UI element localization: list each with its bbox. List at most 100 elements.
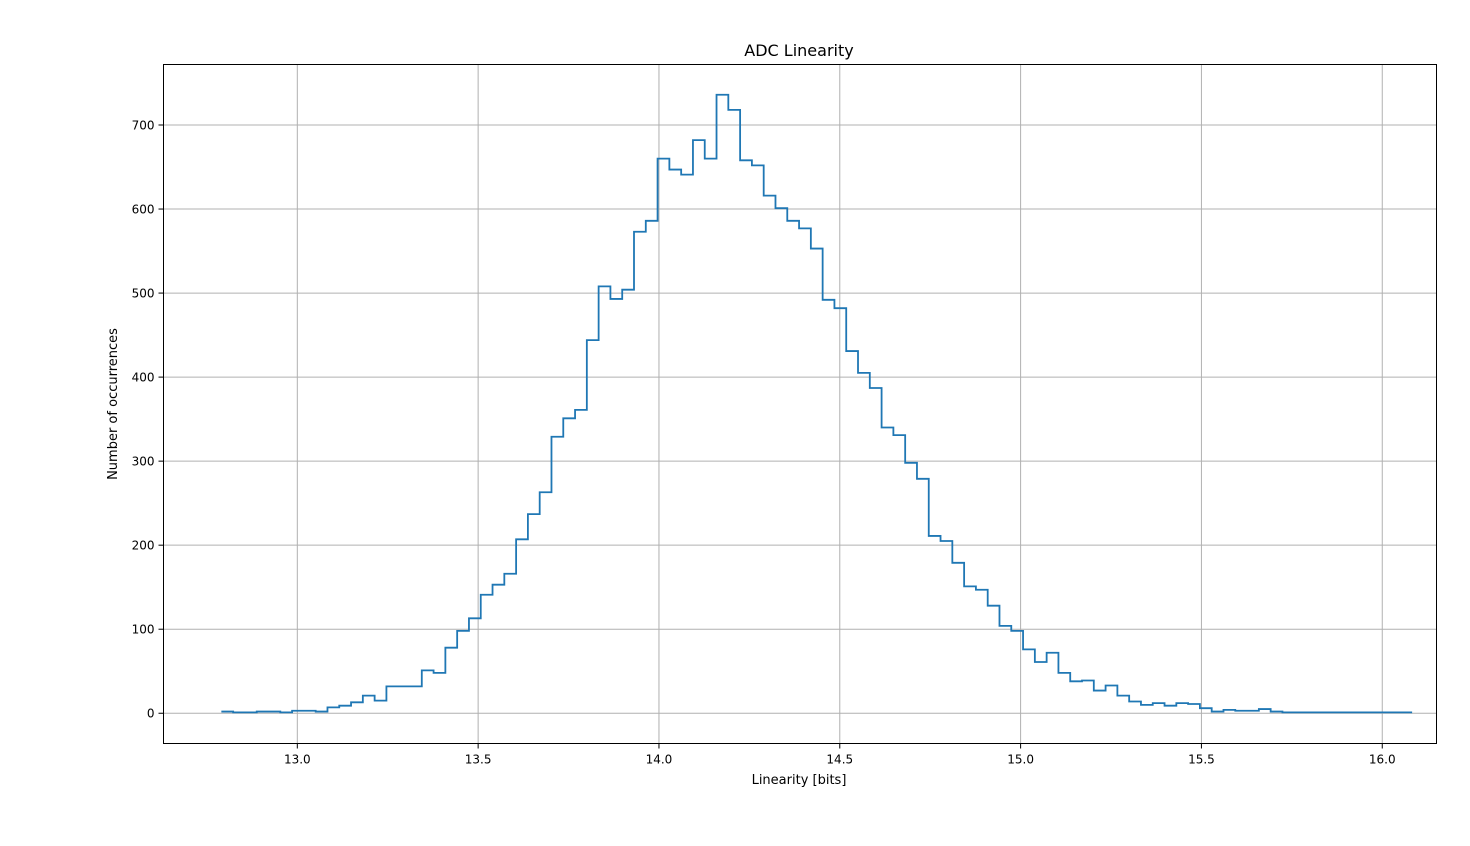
x-tick-label: 13.0: [284, 753, 311, 767]
y-tick-label: 200: [132, 539, 155, 553]
histogram-bin: [386, 686, 398, 713]
histogram-bin: [964, 586, 976, 713]
histogram-bin: [1377, 712, 1389, 713]
histogram-bin: [316, 712, 328, 714]
histogram-bin: [988, 606, 1000, 714]
x-tick-label: 14.0: [646, 753, 673, 767]
plot-frame: [163, 64, 1437, 744]
histogram-bin: [493, 585, 505, 714]
y-tick-label: 300: [132, 455, 155, 469]
y-tick-label: 600: [132, 203, 155, 217]
y-tick-label: 0: [147, 707, 155, 721]
histogram-bin: [327, 707, 339, 713]
y-tick-label: 500: [132, 287, 155, 301]
histogram-bin: [693, 140, 705, 713]
histogram-bin: [669, 170, 681, 714]
histogram-bin: [245, 712, 257, 713]
histogram-bin: [434, 673, 446, 713]
histogram-bin: [646, 221, 658, 713]
histogram-bin: [1318, 712, 1330, 713]
histogram-bin: [257, 712, 269, 714]
histogram-bin: [1070, 681, 1082, 713]
histogram-bin: [599, 286, 611, 713]
histogram-bin: [799, 228, 811, 713]
histogram-bin: [728, 110, 740, 713]
histogram-bin: [1223, 710, 1235, 713]
histogram-bin: [1082, 680, 1094, 713]
histogram-bin: [1259, 709, 1271, 713]
histogram-bin: [410, 686, 422, 713]
histogram-bin: [363, 696, 375, 714]
histogram-bin: [339, 706, 351, 714]
histogram-bin: [563, 418, 575, 713]
histogram-bin: [905, 463, 917, 713]
histogram-bin: [834, 308, 846, 713]
histogram-bin: [610, 299, 622, 713]
histogram-bin: [551, 437, 563, 713]
histogram-bin: [375, 701, 387, 714]
histogram-bin: [1094, 691, 1106, 714]
histogram-bin: [1200, 708, 1212, 713]
histogram-bin: [1165, 706, 1177, 714]
histogram-bin: [1365, 712, 1377, 713]
histogram-bin: [1141, 705, 1153, 713]
histogram-bin: [398, 686, 410, 713]
histogram-bin: [634, 232, 646, 714]
x-axis-label: Linearity [bits]: [752, 773, 847, 788]
grid-lines: [163, 64, 1437, 744]
histogram-bin: [717, 95, 729, 713]
histogram-bin: [823, 300, 835, 713]
x-tick-label: 15.5: [1188, 753, 1215, 767]
histogram-bin: [929, 536, 941, 713]
histogram-bin: [269, 712, 281, 714]
histogram-bin: [1341, 712, 1353, 713]
histogram-bin: [1011, 631, 1023, 713]
histogram-bin: [952, 563, 964, 713]
histogram-bin: [1153, 703, 1165, 713]
histogram-bin: [999, 626, 1011, 713]
histogram-bin: [304, 711, 316, 714]
histogram-bin: [917, 479, 929, 713]
histogram-bin: [976, 590, 988, 714]
histogram-bin: [1188, 704, 1200, 713]
histogram-bin: [752, 165, 764, 713]
histogram-bin: [705, 159, 717, 714]
histogram-bin: [481, 595, 493, 713]
y-tick-label: 400: [132, 371, 155, 385]
histogram-bin: [681, 175, 693, 714]
histogram-bin: [221, 712, 233, 714]
y-axis-label: Number of occurrences: [106, 328, 121, 480]
histogram-bin: [1023, 649, 1035, 713]
histogram-bin: [1106, 686, 1118, 714]
histogram-bin: [292, 711, 304, 714]
histogram-bin: [1035, 662, 1047, 713]
histogram-bin: [1271, 712, 1283, 714]
histogram-bin: [457, 631, 469, 713]
histogram-bin: [1330, 712, 1342, 713]
y-axis: 0 100 200 300 400 500 600 700: [132, 119, 164, 721]
x-axis: 13.0 13.5 14.0 14.5 15.0 15.5 16.0: [284, 743, 1396, 767]
histogram-bin: [469, 618, 481, 713]
histogram-bin: [1306, 712, 1318, 713]
histogram-bin: [846, 351, 858, 713]
histogram-bin: [658, 159, 670, 714]
y-tick-label: 700: [132, 119, 155, 133]
histogram-bin: [1047, 653, 1059, 714]
x-tick-label: 15.0: [1007, 753, 1034, 767]
histogram-bin: [870, 388, 882, 713]
histogram-bin: [351, 702, 363, 713]
histogram-bin: [775, 208, 787, 713]
chart-title: ADC Linearity: [744, 41, 853, 60]
histogram-bin: [858, 373, 870, 713]
histogram-bin: [1389, 712, 1401, 713]
histogram-bin: [1353, 712, 1365, 713]
histogram-bin: [1176, 703, 1188, 713]
histogram-bin: [740, 160, 752, 713]
histogram-bin: [1129, 701, 1141, 713]
histogram-bin: [882, 428, 894, 714]
histogram-bin: [422, 670, 434, 713]
histogram-bin: [811, 249, 823, 714]
histogram-bin: [587, 340, 599, 713]
histogram-step-line: [221, 93, 1413, 714]
